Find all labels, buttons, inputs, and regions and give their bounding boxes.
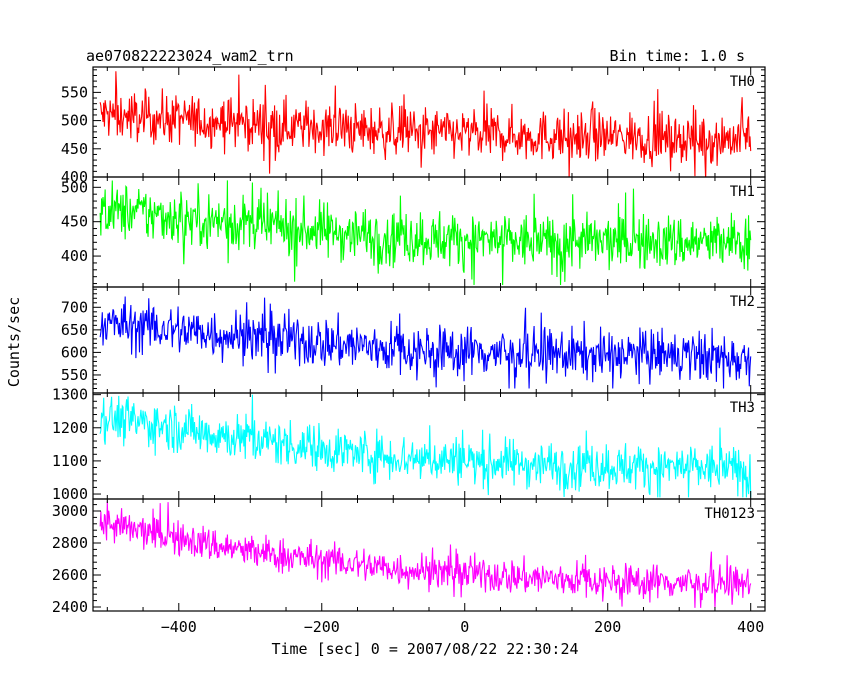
panel-stack: 400 450 500 550 TH0 400 450 500 TH1 550 600 650 700 T… — [52, 66, 766, 636]
series-line-th0 — [99, 71, 752, 177]
x-tick-label: 200 — [594, 618, 621, 636]
panel-th2: 550 600 650 700 TH2 — [61, 286, 766, 394]
series-label-th2: TH2 — [730, 294, 755, 310]
series-line-th2 — [99, 296, 752, 389]
panel-th0123: 2400 2600 2800 3000 TH0123 — [52, 498, 766, 616]
series-label-th3: TH3 — [730, 400, 755, 416]
source-label: ae070822223024_wam2_trn — [86, 47, 294, 65]
series-label-th0: TH0 — [730, 74, 755, 90]
y-tick-label: 3000 — [52, 502, 88, 520]
x-tick-label: −200 — [304, 618, 340, 636]
panel-frame — [92, 498, 766, 612]
y-tick-label: 400 — [61, 168, 88, 186]
x-axis-label: Time [sec] 0 = 2007/08/22 22:30:24 — [271, 640, 578, 658]
series-label-th0123: TH0123 — [704, 506, 755, 522]
y-tick-label: 1200 — [52, 419, 88, 437]
y-axis-label: Counts/sec — [5, 297, 23, 387]
series-line-th1 — [99, 180, 752, 285]
x-tick-label: 0 — [460, 618, 469, 636]
y-tick-label: 1300 — [52, 386, 88, 404]
x-tick-label: −400 — [161, 618, 197, 636]
y-tick-label: 2400 — [52, 598, 88, 616]
y-tick-label: 650 — [61, 321, 88, 339]
series-line-th3 — [99, 394, 752, 498]
y-tick-label: 550 — [61, 366, 88, 384]
y-tick-label: 450 — [61, 140, 88, 158]
panel-th1: 400 450 500 TH1 — [61, 176, 766, 288]
panel-th3: 1000 1100 1200 1300 TH3 — [52, 386, 766, 503]
y-tick-label: 500 — [61, 178, 88, 196]
y-tick-label: 2800 — [52, 534, 88, 552]
y-tick-label: 400 — [61, 247, 88, 265]
y-tick-label: 600 — [61, 343, 88, 361]
y-tick-label: 500 — [61, 112, 88, 130]
bin-time-label: Bin time: 1.0 s — [610, 47, 745, 65]
panel-th0: 400 450 500 550 TH0 — [61, 66, 766, 186]
y-tick-label: 550 — [61, 83, 88, 101]
x-tick-label: 400 — [737, 618, 764, 636]
series-line-th0123 — [99, 501, 752, 608]
y-tick-label: 2600 — [52, 566, 88, 584]
series-label-th1: TH1 — [730, 184, 755, 200]
y-tick-label: 1100 — [52, 452, 88, 470]
y-tick-label: 450 — [61, 213, 88, 231]
y-tick-label: 700 — [61, 298, 88, 316]
y-tick-label: 1000 — [52, 485, 88, 503]
